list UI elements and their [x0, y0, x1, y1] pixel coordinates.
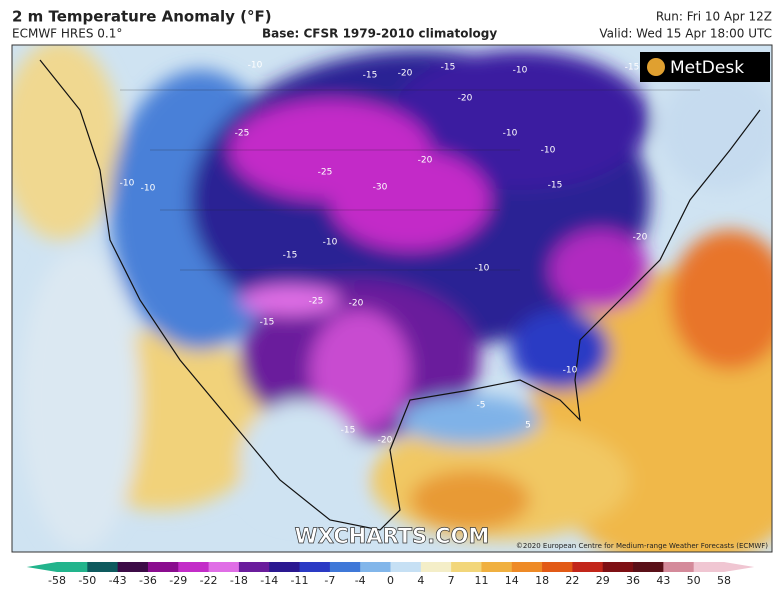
contour-label: 5: [525, 421, 531, 431]
colorbar-tick-label: -29: [169, 574, 187, 587]
contour-label: -20: [418, 156, 433, 166]
credit: ©2020 European Centre for Medium-range W…: [516, 542, 768, 550]
contour-label: -10: [503, 129, 518, 139]
contour-label: -10: [541, 146, 556, 156]
model: ECMWF HRES 0.1°: [12, 27, 122, 41]
contour-label: -10: [563, 366, 578, 376]
contour-label: -20: [458, 94, 473, 104]
colorbar-tick-label: 36: [626, 574, 640, 587]
colorbar-segment: [360, 562, 391, 572]
run: Run: Fri 10 Apr 12Z: [656, 10, 772, 24]
contour-label: -15: [363, 71, 378, 81]
colorbar-tick-label: -18: [230, 574, 248, 587]
colorbar-tick-label: -4: [355, 574, 366, 587]
base: Base: CFSR 1979-2010 climatology: [262, 27, 497, 41]
colorbar-tick-label: -43: [109, 574, 127, 587]
colorbar-segment: [451, 562, 482, 572]
map: MetDesk WXCHARTS.COM ©2020 European Cent…: [12, 45, 772, 552]
colorbar-segment: [481, 562, 513, 572]
map-frame: [11, 44, 773, 553]
colorbar-tick-label: 22: [565, 574, 579, 587]
colorbar-tick-label: 14: [505, 574, 519, 587]
contour-label: -25: [309, 297, 324, 307]
colorbar-segment: [269, 562, 301, 572]
title: 2 m Temperature Anomaly (°F): [12, 8, 272, 26]
colorbar-segment: [57, 562, 88, 572]
colorbar-tick-label: 43: [656, 574, 670, 587]
colorbar-tick-label: 58: [717, 574, 731, 587]
colorbar-tick-label: -7: [324, 574, 335, 587]
contour-label: -10: [120, 179, 135, 189]
contour-label: -10: [141, 184, 156, 194]
contour-label: -15: [341, 426, 356, 436]
colorbar-segment: [693, 562, 725, 572]
colorbar-segment: [87, 562, 119, 572]
colorbar-tick-label: -14: [260, 574, 278, 587]
contour-label: -10: [323, 238, 338, 248]
contour-label: -15: [548, 181, 563, 191]
contour-label: -20: [378, 436, 393, 446]
valid: Valid: Wed 15 Apr 18:00 UTC: [599, 27, 772, 41]
colorbar-segment: [542, 562, 573, 572]
contour-label: -30: [373, 183, 388, 193]
contour-label: -20: [349, 299, 364, 309]
contour-label: -10: [513, 66, 528, 76]
colorbar-segment: [117, 562, 149, 572]
colorbar-segment: [147, 562, 179, 572]
contour-label: -25: [318, 168, 333, 178]
contour-label: -15: [283, 251, 298, 261]
colorbar-segment: [238, 562, 270, 572]
colorbar-segment: [663, 562, 695, 572]
colorbar-segment: [178, 562, 210, 572]
colorbar-tick-label: -36: [139, 574, 157, 587]
contour-label: -5: [477, 401, 486, 411]
colorbar-segment: [208, 562, 240, 572]
colorbar-segment: [329, 562, 361, 572]
colorbar-segment: [299, 562, 331, 572]
colorbar-segment: [572, 562, 604, 572]
contour-label: -20: [398, 69, 413, 79]
contour-label: -10: [475, 264, 490, 274]
colorbar-segment: [633, 562, 664, 572]
colorbar-segment: [602, 562, 634, 572]
colorbar-tick-label: 29: [596, 574, 610, 587]
contour-label: -20: [633, 233, 648, 243]
colorbar-arrow: [724, 562, 755, 572]
colorbar-tick-label: 50: [687, 574, 701, 587]
colorbar-segment: [511, 562, 543, 572]
colorbar-arrow: [26, 562, 57, 572]
colorbar-tick-label: 0: [387, 574, 394, 587]
colorbar-tick-label: 18: [535, 574, 549, 587]
contour-label: -10: [248, 61, 263, 71]
contour-label: -15: [625, 63, 640, 73]
colorbar-tick-label: -22: [200, 574, 218, 587]
colorbar-segment: [420, 562, 452, 572]
contour-label: -15: [260, 318, 275, 328]
colorbar-tick-label: 11: [474, 574, 488, 587]
colorbar-tick-label: 4: [417, 574, 424, 587]
watermark: WXCHARTS.COM: [295, 524, 490, 548]
colorbar-tick-label: 7: [448, 574, 455, 587]
colorbar-tick-label: -58: [48, 574, 66, 587]
contour-label: -25: [235, 129, 250, 139]
colorbar-segment: [390, 562, 422, 572]
logo: MetDesk: [670, 58, 744, 78]
contour-label: -15: [441, 63, 456, 73]
colorbar-tick-label: -50: [78, 574, 96, 587]
colorbar-tick-label: -11: [291, 574, 309, 587]
